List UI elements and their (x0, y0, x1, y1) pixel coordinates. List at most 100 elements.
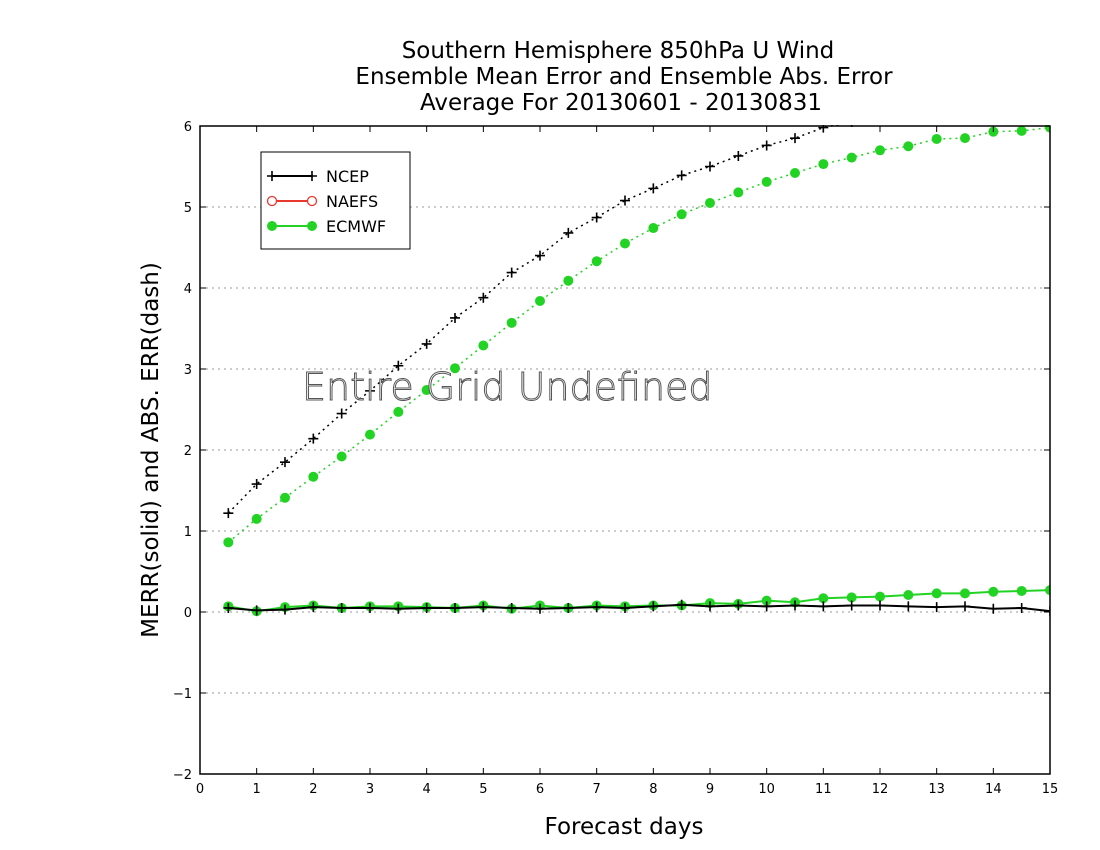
series-ncep-abs-err-point (1045, 89, 1055, 99)
x-tick-label: 14 (985, 782, 1002, 797)
series-ncep-abs-err-point (535, 250, 545, 261)
x-tick-label: 4 (423, 782, 431, 797)
series-ecmwf-merr-point (846, 592, 857, 603)
series-ncep-merr-point (790, 600, 800, 611)
series-ncep-merr-point (903, 601, 914, 612)
legend-marker-ecmwf (267, 221, 277, 231)
legend-label-ncep: NCEP (326, 167, 369, 186)
series-ecmwf-merr-point (988, 586, 999, 597)
x-tick-label: 11 (815, 782, 832, 797)
series-ncep-merr-point (620, 602, 630, 613)
series-ecmwf-abs-err-point (648, 223, 659, 234)
series-ncep-merr-point (365, 602, 375, 613)
series-ncep-abs-err-point (478, 292, 489, 303)
series-ncep-abs-err-point (506, 267, 517, 278)
series-ncep-abs-err-point (308, 433, 319, 444)
series-ncep-abs-err-point (790, 133, 800, 144)
series-ecmwf-abs-err-point (960, 133, 970, 144)
series-ncep-merr-point (761, 601, 772, 612)
series-ncep-abs-err-point (365, 385, 375, 396)
series-ecmwf-abs-err-point (733, 187, 744, 198)
series-ncep-merr-point (846, 600, 857, 611)
series-ncep-abs-err-point (875, 113, 885, 123)
series-ncep-merr-point (563, 602, 574, 613)
x-tick-label: 3 (366, 782, 374, 797)
legend-marker-ncep (267, 171, 277, 181)
series-ecmwf-abs-err-point (676, 209, 687, 220)
x-tick-label: 2 (309, 782, 317, 797)
legend-marker-naefs (266, 195, 278, 207)
series-ncep-merr-point (506, 602, 517, 613)
y-tick-label: 4 (184, 282, 192, 297)
series-ncep (223, 89, 1055, 617)
x-tick-label: 5 (479, 782, 487, 797)
x-tick-label: 1 (253, 782, 261, 797)
series-ncep-merr-point (1045, 606, 1050, 617)
series-ncep-abs-err-point (676, 170, 687, 181)
series-ecmwf-abs-err-point (790, 167, 800, 178)
legend-box (260, 151, 411, 250)
series-ncep-abs-err-point (280, 457, 290, 468)
y-tick-label: −2 (173, 768, 192, 783)
series-ncep-merr-point (535, 603, 545, 614)
legend-label-naefs: NAEFS (326, 192, 378, 211)
y-tick-label: 5 (184, 201, 192, 216)
series-ecmwf-abs-err-point (393, 406, 404, 417)
series-ncep-merr-point (280, 604, 290, 615)
series-ncep-abs-err-point (620, 195, 630, 206)
series-ecmwf-abs-err-point (846, 152, 857, 163)
series-ecmwf-abs-err-point (365, 429, 375, 440)
x-tick-label: 12 (872, 782, 889, 797)
x-tick-label: 8 (649, 782, 657, 797)
series-ecmwf-abs-err-point (1016, 125, 1027, 136)
series-layer (223, 89, 1055, 617)
series-ncep-abs-err-point (903, 109, 913, 119)
y-tick-label: 0 (184, 606, 192, 621)
x-axis-label: Forecast days (545, 814, 704, 840)
series-ncep-abs-err-point (591, 212, 602, 223)
legend-marker-ecmwf (307, 221, 317, 231)
series-ncep-merr-point (421, 602, 432, 613)
series-ncep-merr-point (393, 603, 404, 614)
series-ncep-merr-point (450, 602, 460, 613)
series-ncep-merr-point (648, 601, 659, 612)
series-ecmwf-abs-err-point (761, 176, 772, 187)
series-ncep-merr-point (1016, 602, 1027, 613)
undefined-grid-notice: Entire Grid Undefined (302, 365, 713, 409)
series-ecmwf-merr-point (1045, 585, 1050, 596)
series-ncep-abs-err-point (450, 312, 460, 323)
series-ecmwf-abs-err-point (620, 238, 630, 249)
series-ecmwf-abs-err-point (506, 317, 517, 328)
series-ecmwf-abs-err-point (705, 197, 715, 208)
series-ecmwf-merr-point (761, 595, 772, 606)
series-ncep-abs-err-point (932, 105, 942, 115)
legend-marker-ncep (307, 171, 317, 181)
series-ncep-abs-err-point (336, 408, 347, 419)
series-ncep-abs-err-point (563, 227, 574, 238)
series-ecmwf-abs-err-point (336, 451, 347, 462)
x-tick-label: 10 (758, 782, 775, 797)
series-ecmwf-abs-err-point (450, 363, 460, 374)
series-ncep-abs-err-point (960, 101, 970, 111)
series-ncep-merr-point (676, 599, 687, 610)
legend-label-ecmwf: ECMWF (326, 217, 386, 236)
series-ecmwf-abs-err-point (535, 295, 545, 306)
series-ncep-merr-point (818, 601, 829, 612)
series-ncep-abs-err-point (705, 161, 715, 172)
series-ncep-abs-err-point (1017, 93, 1027, 103)
legend: NCEP NAEFS ECMWF (260, 151, 411, 250)
series-ncep-abs-err-point (421, 338, 432, 349)
series-ecmwf-abs-err-point (1045, 125, 1050, 133)
y-axis-label: MERR(solid) and ABS. ERR(dash) (138, 262, 164, 638)
series-ecmwf-abs-err-point (931, 133, 942, 144)
x-tick-label: 6 (536, 782, 544, 797)
series-ncep-abs-err-point (251, 479, 262, 490)
series-ncep-merr-point (223, 602, 234, 613)
series-ncep-merr-point (931, 602, 942, 613)
series-ecmwf-merr-point (875, 591, 885, 602)
y-tick-label: −1 (173, 687, 192, 702)
series-ncep-merr-point (478, 602, 489, 613)
chart-title-line-2: Ensemble Mean Error and Ensemble Abs. Er… (355, 64, 893, 90)
series-ncep-abs-err-point (988, 97, 998, 107)
